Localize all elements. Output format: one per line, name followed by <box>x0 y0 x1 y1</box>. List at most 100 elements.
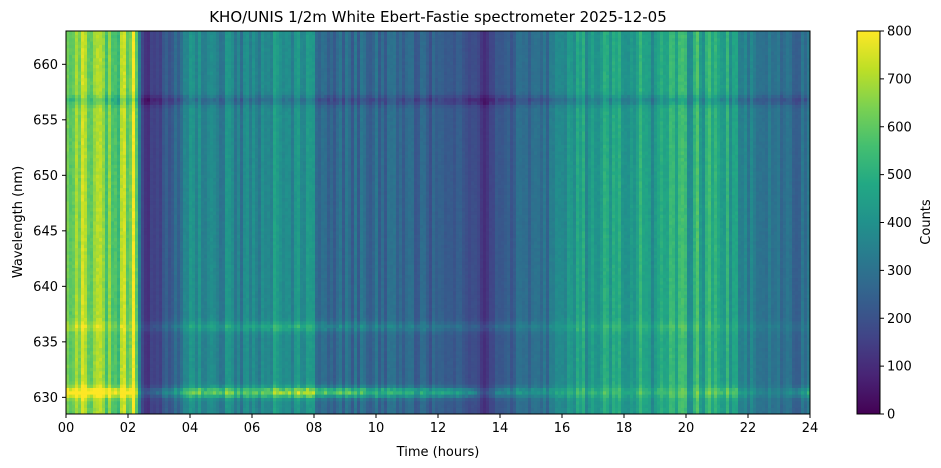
heatmap-cell <box>144 47 148 52</box>
heatmap-cell <box>135 234 139 239</box>
heatmap-cell <box>108 70 112 75</box>
heatmap-cell <box>114 227 118 232</box>
heatmap-cell <box>78 44 82 49</box>
heatmap-cell <box>99 134 103 139</box>
heatmap-cell <box>120 317 124 322</box>
heatmap-cell <box>84 390 88 395</box>
heatmap-cell <box>81 200 85 205</box>
heatmap-cell <box>78 297 82 302</box>
heatmap-cell <box>126 344 130 348</box>
heatmap-cell <box>117 277 121 282</box>
heatmap-cell <box>120 300 124 305</box>
heatmap-cell <box>126 404 130 408</box>
heatmap-cell <box>105 300 109 305</box>
heatmap-cell <box>141 347 145 352</box>
heatmap-cell <box>90 47 94 52</box>
heatmap-cell <box>114 187 118 192</box>
heatmap-cell <box>141 187 145 192</box>
heatmap-cell <box>90 127 94 132</box>
heatmap-cell <box>135 77 139 82</box>
heatmap-cell <box>108 100 112 105</box>
heatmap-cell <box>132 314 136 319</box>
heatmap-cell <box>84 370 88 375</box>
heatmap-cell <box>123 297 127 302</box>
heatmap-cell <box>78 50 82 55</box>
heatmap-cell <box>78 400 82 405</box>
heatmap-cell <box>111 210 115 215</box>
heatmap-cell <box>66 254 70 259</box>
heatmap-cell <box>108 364 112 368</box>
heatmap-cell <box>72 290 76 295</box>
heatmap-cell <box>87 167 91 172</box>
heatmap-cell <box>123 227 127 232</box>
heatmap-cell <box>123 280 127 285</box>
heatmap-cell <box>69 137 73 142</box>
heatmap-cell <box>87 137 91 142</box>
heatmap-image <box>66 31 810 414</box>
heatmap-cell <box>93 74 97 79</box>
heatmap-cell <box>96 160 100 165</box>
heatmap-cell <box>99 364 103 368</box>
heatmap-cell <box>81 347 85 352</box>
heatmap-cell <box>72 204 76 209</box>
heatmap-cell <box>132 280 136 285</box>
heatmap-cell <box>105 177 109 182</box>
heatmap-cell <box>72 307 76 312</box>
heatmap-cell <box>78 387 82 392</box>
heatmap-cell <box>72 144 76 149</box>
heatmap-cell <box>135 350 139 355</box>
heatmap-cell <box>120 267 124 272</box>
heatmap-cell <box>132 404 136 408</box>
heatmap-cell <box>129 410 133 414</box>
heatmap-cell <box>102 177 106 182</box>
heatmap-cell <box>132 140 136 145</box>
heatmap-cell <box>123 394 127 398</box>
heatmap-cell <box>102 230 106 235</box>
heatmap-cell <box>78 200 82 205</box>
heatmap-cell <box>75 324 79 329</box>
heatmap-cell <box>144 87 148 92</box>
heatmap-cell <box>105 50 109 55</box>
heatmap-cell <box>144 294 148 299</box>
heatmap-cell <box>129 97 133 102</box>
heatmap-cell <box>66 184 70 189</box>
heatmap-cell <box>105 134 109 139</box>
heatmap-cell <box>84 224 88 229</box>
heatmap-cell <box>90 130 94 135</box>
heatmap-cell <box>144 210 148 215</box>
heatmap-cell <box>66 137 70 142</box>
heatmap-cell <box>93 254 97 259</box>
heatmap-cell <box>87 410 91 414</box>
heatmap-cell <box>102 400 106 405</box>
heatmap-cell <box>90 234 94 239</box>
heatmap-cell <box>138 160 142 165</box>
heatmap-cell <box>111 150 115 155</box>
heatmap-cell <box>69 367 73 372</box>
heatmap-cell <box>114 157 118 162</box>
heatmap-cell <box>84 357 88 362</box>
heatmap-cell <box>141 44 145 49</box>
heatmap-cell <box>75 260 79 265</box>
heatmap-cell <box>66 354 70 358</box>
heatmap-cell <box>75 40 79 45</box>
heatmap-cell <box>108 354 112 358</box>
heatmap-cell <box>72 294 76 299</box>
heatmap-cell <box>123 210 127 215</box>
heatmap-cell <box>78 104 82 109</box>
heatmap-cell <box>93 37 97 42</box>
heatmap-cell <box>78 310 82 315</box>
heatmap-cell <box>141 410 145 414</box>
heatmap-cell <box>93 44 97 49</box>
heatmap-cell <box>96 50 100 55</box>
heatmap-cell <box>99 290 103 295</box>
heatmap-cell <box>96 330 100 335</box>
heatmap-cell <box>111 204 115 209</box>
heatmap-cell <box>120 190 124 195</box>
heatmap-cell <box>96 410 100 414</box>
heatmap-cell <box>72 390 76 395</box>
heatmap-cell <box>102 210 106 215</box>
heatmap-cell <box>72 140 76 145</box>
heatmap-cell <box>72 137 76 142</box>
heatmap-cell <box>108 214 112 219</box>
heatmap-cell <box>111 120 115 125</box>
